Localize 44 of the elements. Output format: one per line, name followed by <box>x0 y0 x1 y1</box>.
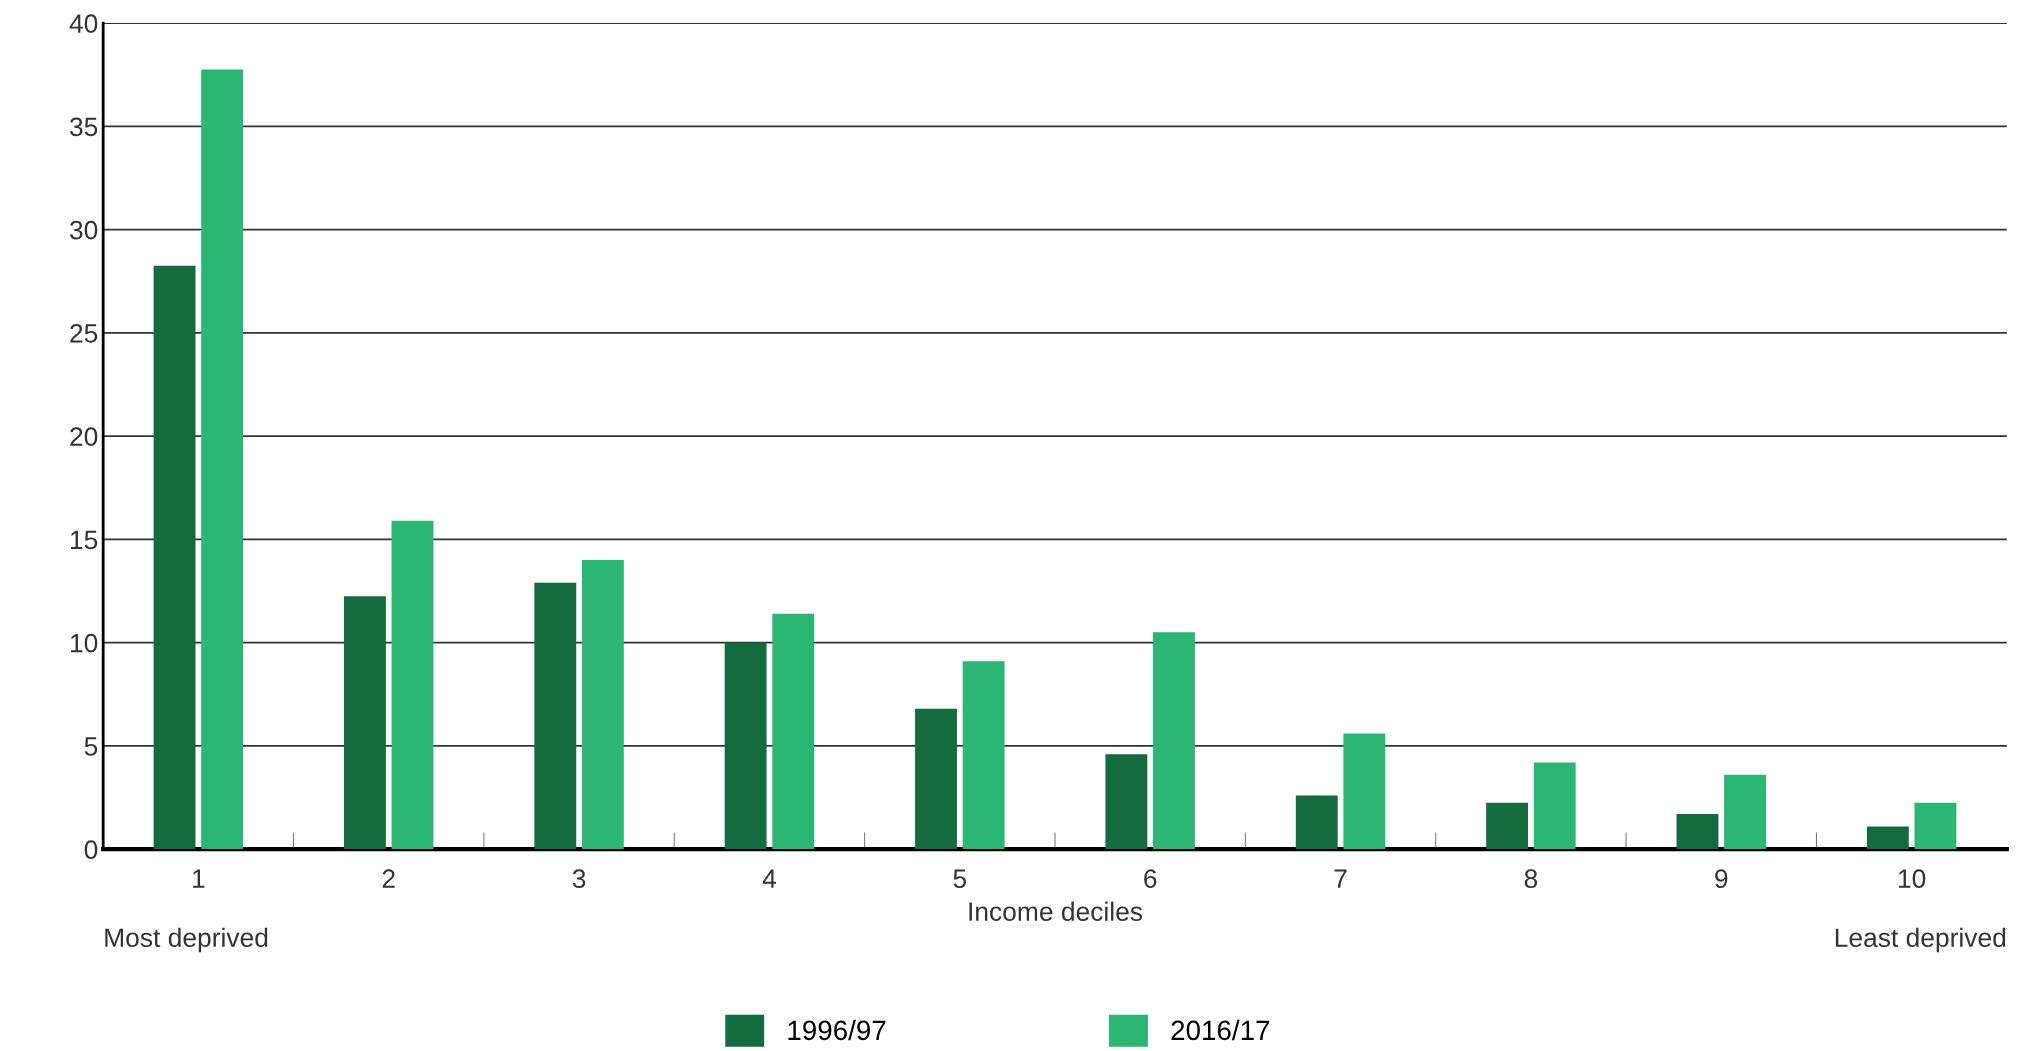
bar <box>343 596 386 850</box>
y-tick-label: 15 <box>70 530 98 550</box>
bar <box>915 708 957 850</box>
y-tick-label: 5 <box>84 737 98 756</box>
y-tick-label: 40 <box>69 14 98 33</box>
legend-label: 2016/17 <box>1171 1019 1270 1041</box>
legend-label: 1996/97 <box>788 1019 886 1041</box>
bar <box>201 69 244 850</box>
x-tick-label: 6 <box>1144 869 1157 889</box>
bar <box>391 520 434 850</box>
x-tick-label: 3 <box>572 869 586 889</box>
bar <box>1486 802 1529 850</box>
bar <box>724 642 767 850</box>
y-tick-label: 0 <box>84 840 98 860</box>
y-tick-label: 25 <box>70 324 98 343</box>
bar <box>534 582 577 850</box>
x-tick-label: 7 <box>1334 869 1347 888</box>
x-tick-label: 1 <box>193 869 205 888</box>
y-tick-label: 30 <box>69 220 98 240</box>
bar <box>1343 733 1386 850</box>
bar <box>772 613 815 850</box>
x-tick-label: 5 <box>953 869 967 889</box>
text: Most deprived <box>105 927 268 953</box>
text: Least deprived <box>1835 927 2006 953</box>
bar <box>1724 774 1767 850</box>
x-tick-label: 8 <box>1524 869 1538 889</box>
y-tick-label: 35 <box>69 117 98 137</box>
x-tick-label: 4 <box>762 869 777 888</box>
bar <box>1295 795 1338 850</box>
y-tick-label: 20 <box>70 427 98 446</box>
bar <box>1105 754 1148 850</box>
x-tick-label: 9 <box>1715 869 1728 889</box>
bar <box>581 560 624 850</box>
bar <box>153 265 196 850</box>
bar <box>1866 826 1909 850</box>
x-axis-title: Income deciles <box>969 901 1143 921</box>
x-tick-label: 2 <box>382 869 395 888</box>
bar <box>1914 802 1957 850</box>
bar <box>1533 762 1576 850</box>
bar <box>962 661 1005 850</box>
x-tick-label: 10 <box>1898 869 1926 889</box>
bar <box>1676 814 1719 850</box>
y-tick-label: 10 <box>70 633 98 653</box>
bar <box>1153 632 1195 850</box>
